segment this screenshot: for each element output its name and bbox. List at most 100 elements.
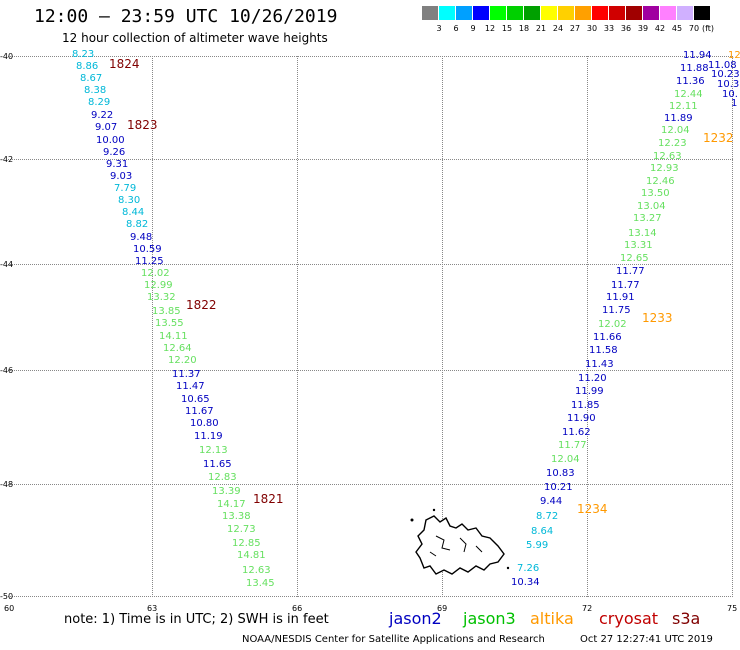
pass-time-label: 1233 xyxy=(642,311,673,325)
legend-bin-label: 39 xyxy=(637,24,649,33)
wave-height-value: 13.45 xyxy=(246,578,275,589)
wave-height-value: 11.67 xyxy=(185,406,214,417)
wave-height-value: 12.02 xyxy=(598,319,627,330)
lon-tick-label: 60 xyxy=(4,604,15,613)
footer-note: note: 1) Time is in UTC; 2) SWH is in fe… xyxy=(64,612,329,627)
legend-swatch xyxy=(592,6,608,20)
wave-height-value: 12.46 xyxy=(646,176,675,187)
footer-credit: NOAA/NESDIS Center for Satellite Applica… xyxy=(242,634,545,645)
wave-height-value: 12.02 xyxy=(141,268,170,279)
satellite-name-s3a: s3a xyxy=(672,609,701,628)
legend-bin-label: 45 xyxy=(671,24,683,33)
legend-swatch xyxy=(626,6,642,20)
wave-height-value: 11.89 xyxy=(664,113,693,124)
wave-height-value: 13.31 xyxy=(624,240,653,251)
wave-height-value: 11.20 xyxy=(578,373,607,384)
wave-height-value: 12.65 xyxy=(620,253,649,264)
legend-bin-label: 36 xyxy=(620,24,632,33)
satellite-name-cryosat: cryosat xyxy=(599,609,659,628)
lat-tick-label: -50 xyxy=(0,592,14,601)
wave-height-value: 11.37 xyxy=(172,369,201,380)
wave-height-value: 12.04 xyxy=(661,125,690,136)
wave-height-value: 8.23 xyxy=(72,49,95,60)
wave-height-value: 13.39 xyxy=(212,486,241,497)
lat-tick-label: -46 xyxy=(0,366,14,375)
island-detail xyxy=(429,535,483,557)
wave-height-value: 11.36 xyxy=(676,76,705,87)
legend-swatch xyxy=(490,6,506,20)
wave-height-value: 10.00 xyxy=(96,135,125,146)
wave-height-value: 13.85 xyxy=(152,306,181,317)
lat-tick-label: -44 xyxy=(0,260,14,269)
wave-height-value: 11.99 xyxy=(575,386,604,397)
legend-bin-label: 42 xyxy=(654,24,666,33)
wave-height-value: 12.73 xyxy=(227,524,256,535)
legend-unit-label: (ft) xyxy=(701,24,715,33)
wave-height-value: 13.32 xyxy=(147,292,176,303)
map-subtitle: 12 hour collection of altimeter wave hei… xyxy=(62,31,328,45)
wave-height-value: 7.79 xyxy=(114,183,137,194)
pass-time-label: 1824 xyxy=(109,57,140,71)
lon-tick-label: 75 xyxy=(727,604,738,613)
islet xyxy=(410,518,414,522)
legend-swatch xyxy=(694,6,710,20)
wave-height-value: 12 xyxy=(728,50,740,61)
wave-height-value: 11.77 xyxy=(616,266,645,277)
wave-height-value: 13.50 xyxy=(641,188,670,199)
wave-height-value: 12.20 xyxy=(168,355,197,366)
wave-height-value: 9.03 xyxy=(110,171,133,182)
wave-height-value: 14.11 xyxy=(159,331,188,342)
lon-tick-label: 72 xyxy=(582,604,593,613)
pass-time-label: 1823 xyxy=(127,118,158,132)
wave-height-value: 11.88 xyxy=(680,63,709,74)
legend-bin-label: 27 xyxy=(569,24,581,33)
wave-height-value: 12.93 xyxy=(650,163,679,174)
wave-height-value: 9.44 xyxy=(540,496,563,507)
legend-swatch xyxy=(558,6,574,20)
wave-height-value: 11.65 xyxy=(203,459,232,470)
legend-bin-label: 9 xyxy=(470,24,476,33)
legend-swatch xyxy=(524,6,540,20)
satellite-name-altika: altika xyxy=(530,609,574,628)
wave-height-value: 1 xyxy=(731,98,738,109)
wave-height-value: 10.34 xyxy=(511,577,540,588)
legend-bin-label: 3 xyxy=(436,24,442,33)
gridline-lon xyxy=(152,56,153,597)
wave-height-value: 8.86 xyxy=(76,61,99,72)
legend-swatch xyxy=(677,6,693,20)
wave-height-value: 11.58 xyxy=(589,345,618,356)
wave-height-value: 12.04 xyxy=(551,454,580,465)
wave-height-value: 13.04 xyxy=(637,201,666,212)
wave-height-value: 8.82 xyxy=(126,219,149,230)
wave-height-value: 12.83 xyxy=(208,472,237,483)
islet xyxy=(506,566,510,570)
wave-height-value: 13.38 xyxy=(222,511,251,522)
wave-height-value: 7.26 xyxy=(517,563,540,574)
wave-height-value: 11.91 xyxy=(606,292,635,303)
legend-bin-label: 33 xyxy=(603,24,615,33)
lat-tick-label: -40 xyxy=(0,52,14,61)
map-frame xyxy=(8,56,733,597)
wave-height-value: 12.63 xyxy=(242,565,271,576)
lon-tick-label: 69 xyxy=(437,604,448,613)
wave-height-value: 13.55 xyxy=(155,318,184,329)
wave-height-value: 10.3 xyxy=(717,79,740,90)
wave-height-value: 14.17 xyxy=(217,499,246,510)
legend-bin-label: 24 xyxy=(552,24,564,33)
wave-height-value: 8.67 xyxy=(80,73,103,84)
legend-swatch xyxy=(439,6,455,20)
wave-height-value: 11.66 xyxy=(593,332,622,343)
legend-swatch xyxy=(660,6,676,20)
wave-height-value: 12.63 xyxy=(653,151,682,162)
wave-height-value: 14.81 xyxy=(237,550,266,561)
wave-height-value: 11.94 xyxy=(683,50,712,61)
wave-height-value: 11.75 xyxy=(602,305,631,316)
wave-height-value: 11.77 xyxy=(558,440,587,451)
legend-bin-label: 15 xyxy=(501,24,513,33)
wave-height-value: 12.23 xyxy=(658,138,687,149)
gridline-lat xyxy=(8,370,733,371)
wave-height-value: 11.19 xyxy=(194,431,223,442)
satellite-name-jason2: jason2 xyxy=(389,609,442,628)
wave-height-value: 8.64 xyxy=(531,526,554,537)
wave-height-value: 12.64 xyxy=(163,343,192,354)
